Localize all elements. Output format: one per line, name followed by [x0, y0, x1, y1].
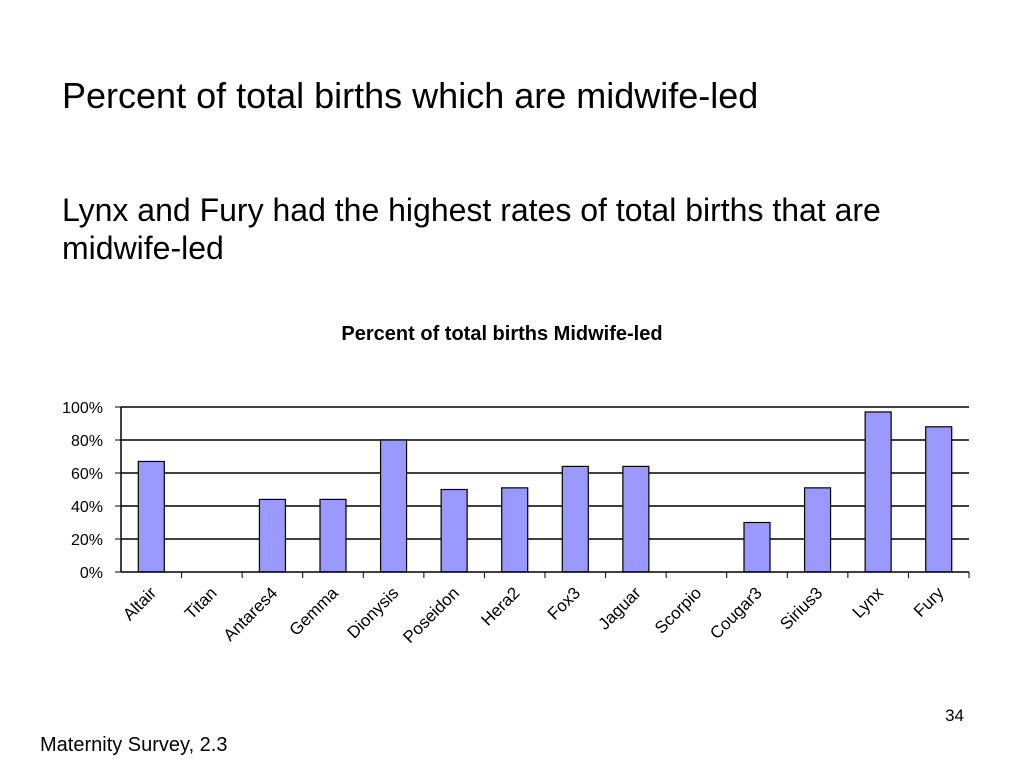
x-tick-label: Poseidon — [399, 583, 463, 647]
bars — [137, 411, 953, 573]
chart-svg: Percent of total births Midwife-led 0% 20… — [62, 323, 970, 647]
chart-title: Percent of total births Midwife-led — [341, 323, 662, 345]
bar-hera2 — [501, 487, 529, 573]
y-tick-label: 80% — [71, 433, 103, 450]
y-tick-label: 0% — [80, 565, 103, 582]
x-tick-label: Antares4 — [220, 583, 282, 645]
x-tick-label: Gemma — [286, 583, 343, 640]
slide-subtitle: Lynx and Fury had the highest rates of t… — [62, 192, 881, 266]
bar-lynx — [864, 411, 892, 573]
slide-title: Percent of total births which are midwif… — [62, 75, 759, 116]
x-tick-label: Fox3 — [544, 583, 584, 623]
x-tick-label: Lynx — [849, 583, 888, 622]
bar-altair — [137, 460, 165, 573]
bar-gemma — [319, 498, 347, 573]
y-tick-label: 60% — [71, 466, 103, 483]
footer-source: Maternity Survey, 2.3 — [40, 734, 228, 756]
x-tick-label: Titan — [181, 583, 221, 623]
x-tick-label: Sirius3 — [776, 583, 826, 633]
page-number: 34 — [945, 706, 964, 725]
y-tick-label: 20% — [71, 532, 103, 549]
y-tick-labels: 0% 20% 40% 60% 80% 100% — [62, 400, 103, 582]
x-tick-label: Dionysis — [344, 583, 403, 642]
bar-cougar3 — [743, 521, 771, 573]
x-tick-label: Fury — [910, 583, 948, 621]
x-tick-label: Altair — [119, 583, 160, 624]
x-tick-label: Scorpio — [651, 583, 705, 637]
x-tick-label: Cougar3 — [706, 583, 766, 643]
y-tick-label: 100% — [62, 400, 103, 417]
bar-poseidon — [440, 488, 468, 573]
x-tick-label: Jaguar — [594, 583, 644, 633]
x-tick-labels: Altair Titan Antares4 Gemma DionysisPoseidon… — [119, 583, 948, 647]
x-tick-label: Hera2 — [477, 583, 523, 629]
bar-fury — [925, 426, 953, 573]
y-tick-label: 40% — [71, 499, 103, 516]
bar-fox3 — [561, 465, 589, 573]
bar-chart: Percent of total births Midwife-led 0% 20… — [0, 300, 1024, 700]
axes — [115, 406, 970, 578]
bar-antares4 — [258, 498, 287, 573]
bar-jaguar — [622, 465, 650, 573]
bar-sirius3 — [803, 487, 832, 573]
gridlines — [121, 406, 969, 540]
bar-dionysis — [379, 439, 408, 573]
